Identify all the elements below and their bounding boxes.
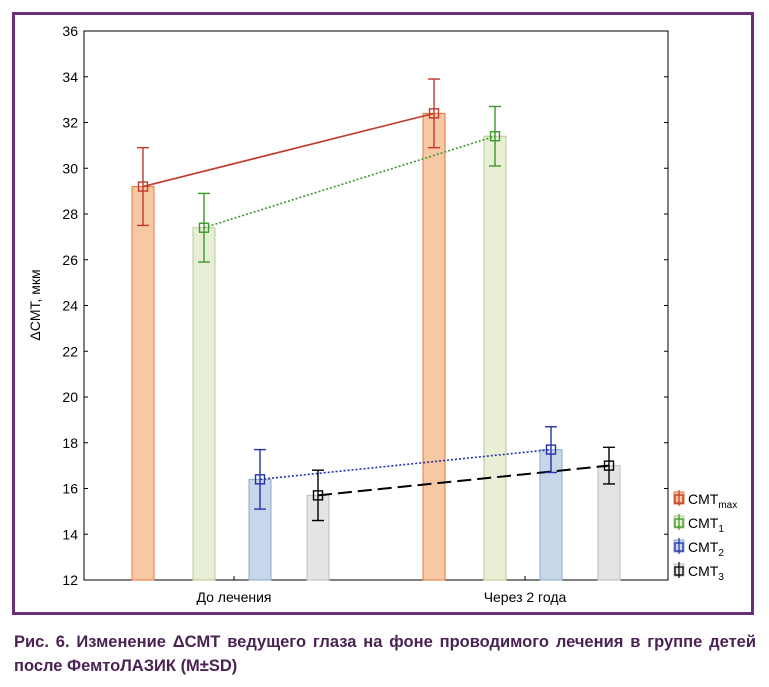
y-tick-label: 18 [62,435,78,451]
legend-marker [674,542,684,552]
legend-label-main: CMT [688,563,719,579]
legend-marker [674,518,684,528]
mean-marker [137,181,149,192]
y-tick-label: 16 [62,481,78,497]
figure-caption: Рис. 6. Изменение ΔCMT ведущего глаза на… [14,633,756,675]
legend-label-subscript: 3 [718,572,724,583]
y-tick-label: 12 [62,572,78,588]
mean-marker [312,490,324,501]
legend-label: CMTmax [688,491,737,511]
y-tick-label: 20 [62,389,78,405]
mean-marker [545,444,557,455]
legend-label-subscript: max [718,500,737,511]
y-tick-label: 14 [62,526,78,542]
legend-marker [674,566,684,576]
series-line [259,448,552,481]
legend-label: CMT3 [688,563,724,583]
legend-label-main: CMT [688,491,719,507]
mean-marker [254,474,266,485]
y-tick-label: 32 [62,115,78,131]
legend-label-subscript: 2 [718,548,724,559]
legend-label-subscript: 1 [718,524,724,535]
series-line [203,135,496,229]
mean-marker [428,108,440,119]
bar [131,186,155,581]
y-tick-label: 22 [62,343,78,359]
mean-marker [603,460,615,471]
mean-marker [198,222,210,233]
y-axis-label: ΔCMT, мкм [27,269,43,340]
legend-label-main: CMT [688,515,719,531]
bar [422,112,446,581]
series-line [317,464,610,497]
x-tick-label: До лечения [196,589,271,605]
legend-label: CMT2 [688,539,724,559]
y-tick-label: 30 [62,160,78,176]
mean-marker [489,131,501,142]
bar [483,135,507,581]
legend-label-main: CMT [688,539,719,555]
x-tick-label: Через 2 года [484,589,567,605]
y-tick-label: 28 [62,206,78,222]
y-tick-label: 34 [62,69,78,85]
legend-marker [674,494,684,504]
plot-area [83,30,669,581]
y-tick-label: 24 [62,298,78,314]
y-tick-label: 26 [62,252,78,268]
bar [192,227,216,581]
legend-label: CMT1 [688,515,724,535]
series-line [142,112,435,188]
y-tick-label: 36 [62,23,78,39]
